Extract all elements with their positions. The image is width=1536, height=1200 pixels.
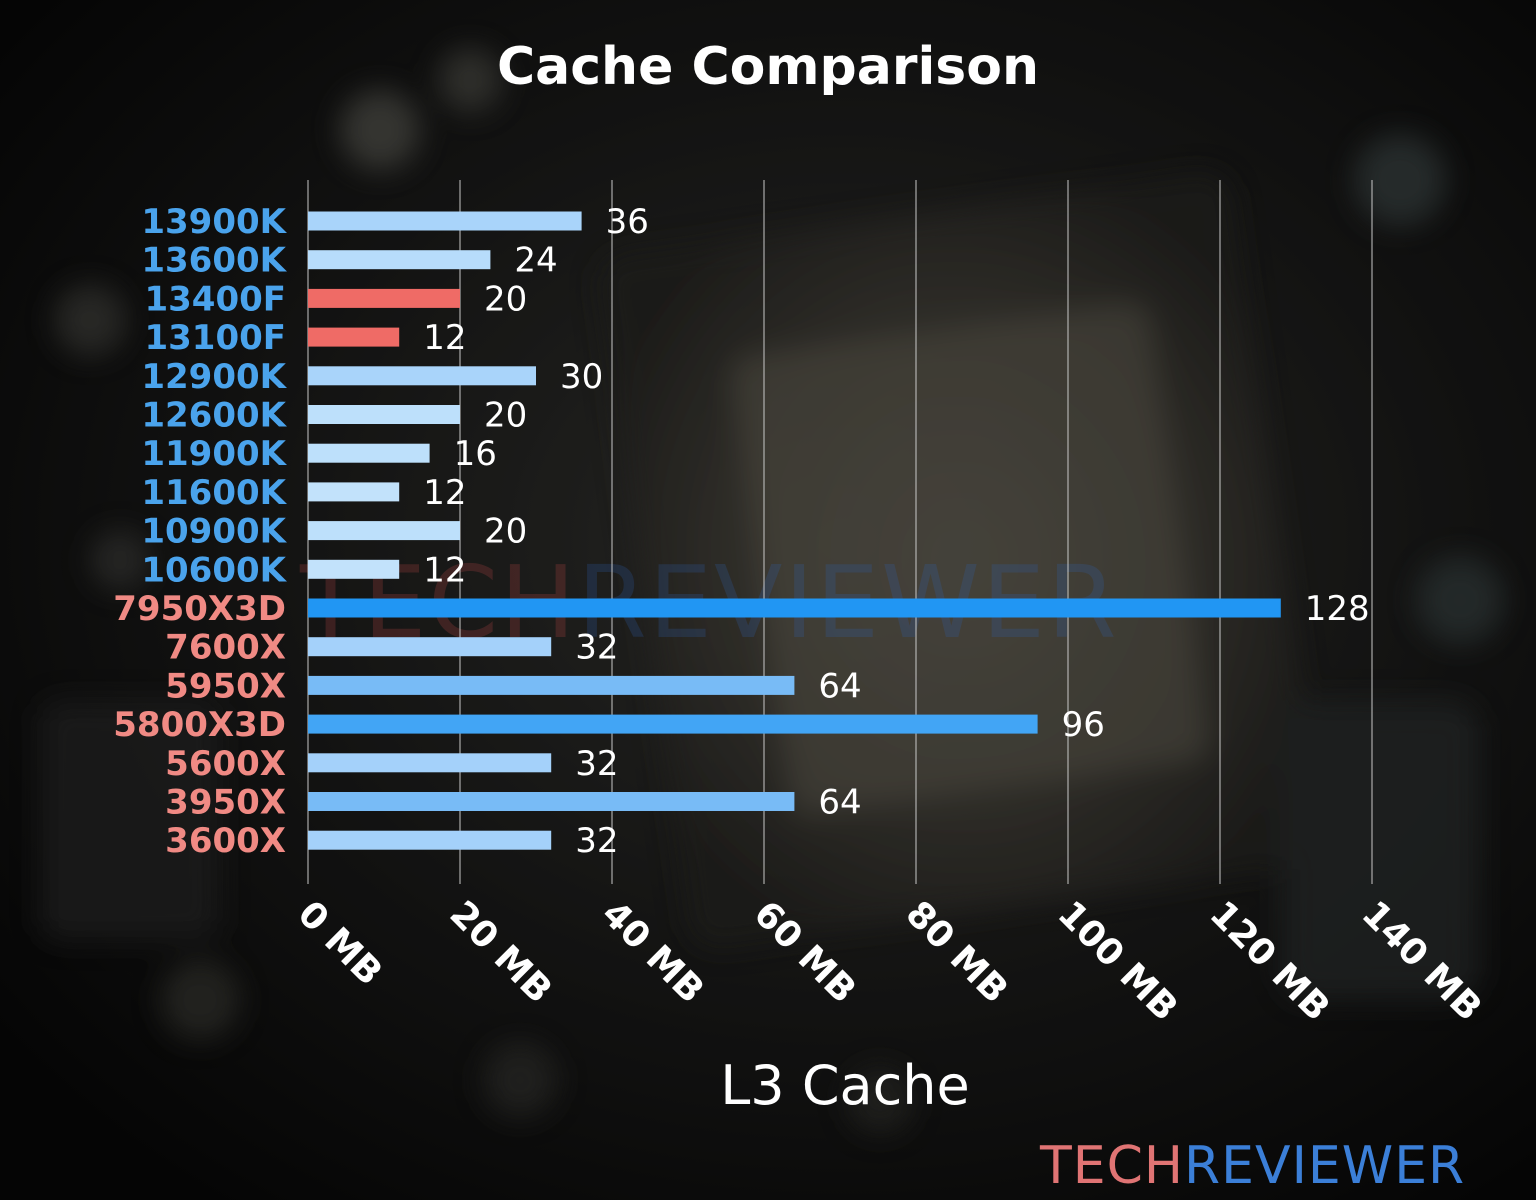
value-label: 96 bbox=[1062, 705, 1105, 745]
value-label: 24 bbox=[514, 241, 557, 281]
category-label: 13900K bbox=[141, 202, 287, 242]
chart-title: Cache Comparison bbox=[497, 37, 1039, 97]
x-tick-label: 80 MB bbox=[898, 893, 1016, 1011]
bar bbox=[308, 443, 430, 463]
value-label: 12 bbox=[423, 473, 466, 513]
logo-reviewer: REVIEWER bbox=[1184, 1136, 1466, 1196]
x-tick-label: 20 MB bbox=[442, 893, 560, 1011]
x-axis-label: L3 Cache bbox=[720, 1054, 970, 1117]
x-tick-label: 140 MB bbox=[1354, 893, 1490, 1029]
category-label: 11900K bbox=[141, 434, 287, 474]
bar bbox=[308, 250, 491, 270]
category-label: 5600X bbox=[165, 744, 286, 784]
x-tick-label: 40 MB bbox=[594, 893, 712, 1011]
bar bbox=[308, 366, 536, 386]
bar bbox=[308, 482, 400, 502]
value-label: 12 bbox=[423, 550, 466, 590]
x-tick-label: 120 MB bbox=[1202, 893, 1338, 1029]
bar bbox=[308, 327, 400, 347]
value-label: 20 bbox=[484, 512, 527, 552]
category-label: 3950X bbox=[165, 783, 286, 823]
category-label: 12900K bbox=[141, 357, 287, 397]
category-label: 7600X bbox=[165, 628, 286, 668]
category-label: 11600K bbox=[141, 473, 287, 513]
bar bbox=[308, 753, 552, 773]
bar bbox=[308, 211, 582, 231]
value-label: 32 bbox=[575, 628, 618, 668]
category-label: 13100F bbox=[144, 318, 286, 358]
bar bbox=[308, 830, 552, 850]
category-labels: 13900K13600K13400F13100F12900K12600K1190… bbox=[113, 202, 287, 861]
value-label: 16 bbox=[454, 434, 497, 474]
brand-logo: TECHREVIEWER bbox=[1040, 1136, 1510, 1196]
category-label: 12600K bbox=[141, 396, 287, 436]
category-label: 13600K bbox=[141, 241, 287, 281]
value-label: 64 bbox=[818, 666, 861, 706]
value-label: 64 bbox=[818, 783, 861, 823]
bar bbox=[308, 288, 460, 308]
bar bbox=[308, 598, 1281, 618]
value-label: 128 bbox=[1305, 589, 1370, 629]
category-label: 3600X bbox=[165, 821, 286, 861]
category-label: 10900K bbox=[141, 512, 287, 552]
category-label: 10600K bbox=[141, 550, 287, 590]
bar bbox=[308, 637, 552, 657]
category-label: 7950X3D bbox=[113, 589, 286, 629]
x-tick-labels: 0 MB 20 MB 40 MB 60 MB 80 MB 100 MB 120 MB 140 … bbox=[290, 893, 1490, 1029]
value-label: 30 bbox=[560, 357, 603, 397]
bar bbox=[308, 714, 1038, 734]
value-label: 20 bbox=[484, 396, 527, 436]
x-tick-label: 100 MB bbox=[1050, 893, 1186, 1029]
value-label: 32 bbox=[575, 821, 618, 861]
logo-tech: TECH bbox=[1040, 1136, 1185, 1196]
category-label: 5800X3D bbox=[113, 705, 286, 745]
grid-lines bbox=[307, 180, 1373, 884]
x-tick-label: 60 MB bbox=[746, 893, 864, 1011]
bar bbox=[308, 405, 460, 424]
value-label: 36 bbox=[606, 202, 649, 242]
bars bbox=[308, 211, 1281, 850]
value-label: 20 bbox=[484, 279, 527, 319]
bar bbox=[308, 559, 400, 579]
bar bbox=[308, 521, 460, 541]
value-label: 32 bbox=[575, 744, 618, 784]
category-label: 13400F bbox=[144, 279, 286, 319]
value-label: 12 bbox=[423, 318, 466, 358]
x-tick-label: 0 MB bbox=[290, 893, 390, 993]
bar bbox=[308, 792, 795, 811]
bar bbox=[308, 675, 795, 695]
category-label: 5950X bbox=[165, 666, 286, 706]
